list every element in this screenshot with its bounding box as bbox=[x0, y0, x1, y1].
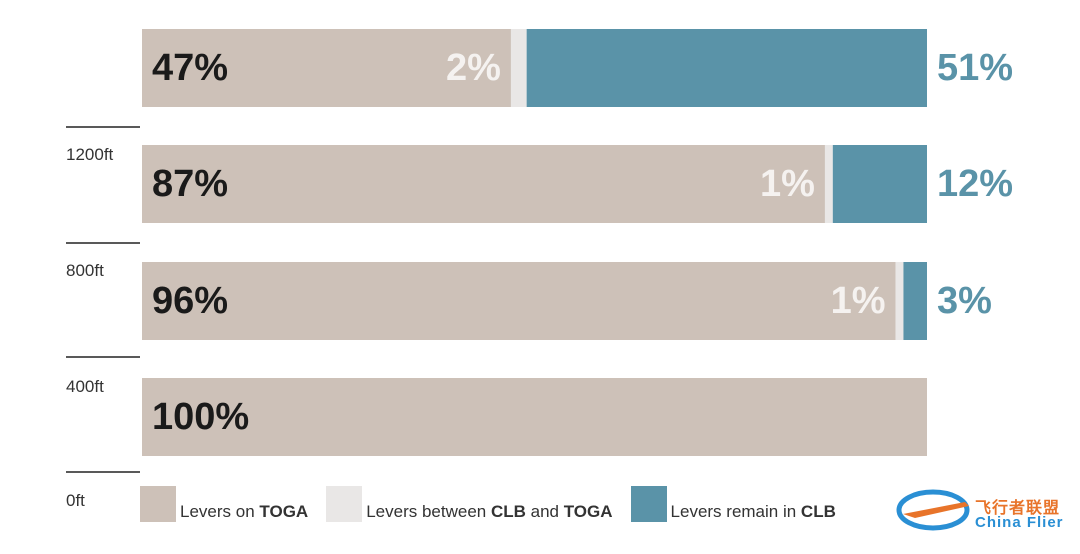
legend-item-toga: Levers on TOGA bbox=[140, 486, 308, 522]
legend-label-toga: Levers on TOGA bbox=[180, 502, 309, 521]
watermark-logo: 飞行者联盟 China Flier bbox=[895, 480, 1080, 540]
label-toga-3: 100% bbox=[152, 396, 249, 438]
axis-label-400ft: 400ft bbox=[66, 377, 104, 396]
axis-label-1200ft: 1200ft bbox=[66, 145, 114, 164]
bar-clb-1 bbox=[832, 145, 927, 223]
legend: Levers on TOGA Levers between CLB and TO… bbox=[140, 486, 854, 522]
bar-clb-2 bbox=[903, 262, 927, 340]
label-between-0: 2% bbox=[446, 47, 501, 89]
legend-item-between: Levers between CLB and TOGA bbox=[326, 486, 613, 522]
axis-label-800ft: 800ft bbox=[66, 261, 104, 280]
label-clb-1: 12% bbox=[937, 163, 1013, 205]
legend-swatch-clb bbox=[630, 486, 667, 522]
label-toga-2: 96% bbox=[152, 280, 228, 322]
legend-item-clb: Levers remain in CLB bbox=[630, 486, 836, 522]
label-between-2: 1% bbox=[831, 280, 886, 322]
watermark-cn: 飞行者联盟 bbox=[975, 498, 1061, 517]
bar-clb-0 bbox=[526, 29, 927, 107]
label-toga-1: 87% bbox=[152, 163, 228, 205]
legend-label-clb: Levers remain in CLB bbox=[670, 502, 836, 521]
bar-toga-2 bbox=[142, 262, 896, 340]
axis-label-0ft: 0ft bbox=[66, 491, 85, 510]
legend-label-between: Levers between CLB and TOGA bbox=[366, 502, 613, 521]
label-toga-0: 47% bbox=[152, 47, 228, 89]
bar-between-0 bbox=[510, 29, 527, 107]
legend-swatch-toga bbox=[140, 486, 176, 522]
label-clb-0: 51% bbox=[937, 47, 1013, 89]
bar-toga-0 bbox=[142, 29, 511, 107]
watermark-en: China Flier bbox=[975, 514, 1064, 531]
legend-swatch-between bbox=[326, 486, 363, 522]
plane-logo-icon bbox=[896, 489, 970, 531]
label-between-1: 1% bbox=[760, 163, 815, 205]
bar-toga-1 bbox=[142, 145, 825, 223]
bar-between-2 bbox=[895, 262, 904, 340]
bar-between-1 bbox=[824, 145, 833, 223]
label-clb-2: 3% bbox=[937, 280, 992, 322]
bar-toga-3 bbox=[142, 378, 927, 456]
